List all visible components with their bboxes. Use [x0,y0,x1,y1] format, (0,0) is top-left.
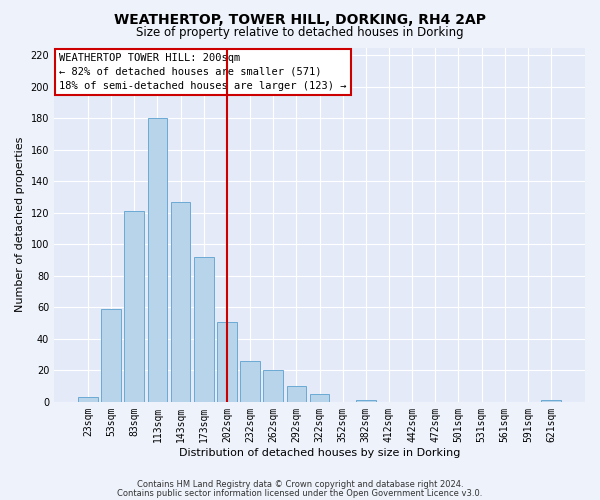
Text: WEATHERTOP TOWER HILL: 200sqm
← 82% of detached houses are smaller (571)
18% of : WEATHERTOP TOWER HILL: 200sqm ← 82% of d… [59,53,347,91]
Bar [310,394,329,402]
Text: Contains public sector information licensed under the Open Government Licence v3: Contains public sector information licen… [118,488,482,498]
Text: Size of property relative to detached houses in Dorking: Size of property relative to detached ho… [136,26,464,39]
Text: WEATHERTOP, TOWER HILL, DORKING, RH4 2AP: WEATHERTOP, TOWER HILL, DORKING, RH4 2AP [114,12,486,26]
Bar [263,370,283,402]
Bar [287,386,306,402]
Bar [217,322,237,402]
Bar [148,118,167,402]
X-axis label: Distribution of detached houses by size in Dorking: Distribution of detached houses by size … [179,448,460,458]
Bar [194,257,214,402]
Bar [78,397,98,402]
Bar [171,202,190,402]
Bar [541,400,561,402]
Y-axis label: Number of detached properties: Number of detached properties [15,137,25,312]
Bar [124,212,144,402]
Bar [101,309,121,402]
Bar [356,400,376,402]
Bar [240,361,260,402]
Text: Contains HM Land Registry data © Crown copyright and database right 2024.: Contains HM Land Registry data © Crown c… [137,480,463,489]
